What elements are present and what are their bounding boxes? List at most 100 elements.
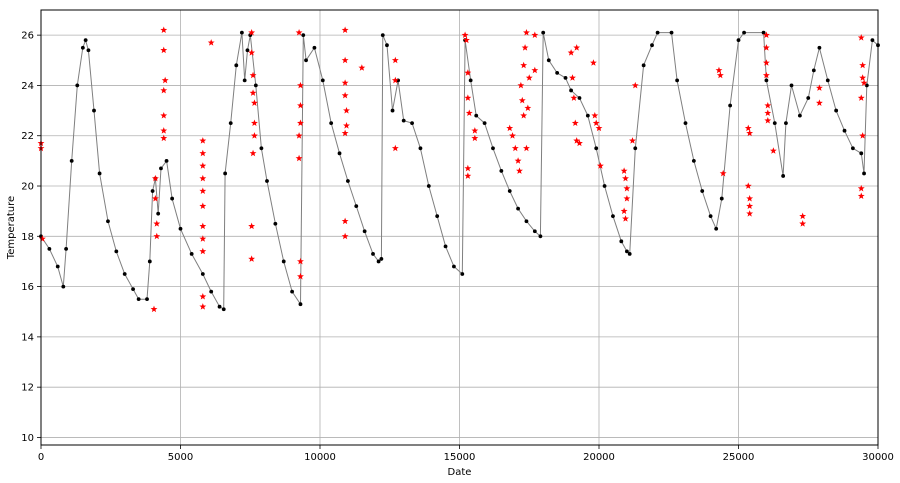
- trace-point: [742, 30, 746, 35]
- trace-point: [379, 257, 384, 261]
- outlier-point: [295, 132, 303, 139]
- trace-point: [797, 113, 802, 118]
- trace-point: [114, 249, 119, 254]
- y-tick-label: 16: [21, 282, 34, 293]
- outlier-point: [762, 71, 770, 79]
- outlier-point: [523, 29, 530, 36]
- trace-point: [64, 246, 69, 251]
- trace-point: [61, 284, 66, 289]
- outlier-point: [341, 232, 349, 240]
- outlier-point: [461, 31, 469, 39]
- outlier-point: [391, 56, 399, 64]
- trace-point: [150, 189, 155, 193]
- trace-point: [602, 184, 607, 188]
- outlier-point: [518, 96, 526, 104]
- y-tick-label: 24: [21, 81, 34, 92]
- outlier-point: [153, 220, 161, 227]
- outlier-point: [509, 132, 516, 139]
- outlier-point: [631, 81, 639, 89]
- trace-point: [708, 214, 713, 219]
- outlier-point: [716, 71, 724, 79]
- outlier-point: [744, 124, 752, 132]
- trace-point: [817, 45, 822, 50]
- trace-point: [376, 259, 381, 264]
- trace-point: [781, 174, 786, 178]
- outlier-point: [523, 144, 530, 152]
- outlier-point: [199, 222, 207, 230]
- trace-point: [538, 234, 543, 239]
- outlier-point: [463, 36, 470, 44]
- trace-point: [401, 118, 406, 123]
- outlier-point: [629, 137, 636, 144]
- outlier-point: [622, 215, 629, 222]
- outlier-point: [249, 89, 257, 96]
- outlier-point: [857, 34, 865, 41]
- outlier-point: [160, 134, 168, 142]
- trace-point: [675, 78, 680, 83]
- trace-point: [700, 189, 705, 193]
- outlier-point: [464, 94, 472, 101]
- outlier-point: [160, 46, 168, 54]
- outlier-point: [358, 64, 366, 71]
- trace-point: [418, 146, 423, 151]
- outlier-point: [524, 104, 532, 111]
- outlier-point: [506, 124, 514, 132]
- outlier-point: [295, 154, 303, 162]
- outlier-point: [341, 217, 349, 225]
- trace-point: [164, 158, 169, 163]
- outlier-point: [715, 66, 723, 74]
- trace-point: [131, 287, 135, 292]
- trace-point: [301, 33, 306, 38]
- outlier-point: [595, 124, 603, 132]
- outlier-point: [199, 202, 207, 210]
- trace-point: [825, 78, 830, 83]
- outlier-point: [525, 74, 533, 81]
- outlier-point: [573, 44, 581, 51]
- trace-point: [253, 83, 258, 88]
- outlier-point: [520, 61, 528, 69]
- trace-point: [385, 43, 389, 48]
- trace-point: [619, 239, 624, 244]
- trace-point: [290, 289, 294, 294]
- trace-point: [789, 83, 794, 88]
- outlier-point: [764, 117, 772, 124]
- outlier-point: [199, 149, 207, 157]
- outlier-point: [391, 144, 399, 152]
- trace-point: [259, 146, 264, 151]
- outlier-point: [859, 132, 867, 139]
- outlier-point: [248, 222, 256, 230]
- trace-point: [106, 219, 110, 224]
- trace-point: [242, 78, 247, 83]
- trace-point: [862, 171, 866, 176]
- trace-point: [864, 83, 869, 88]
- trace-point: [80, 45, 85, 50]
- trace-point: [669, 30, 674, 35]
- trace-point: [541, 30, 546, 35]
- trace-point: [147, 259, 152, 264]
- trace-point: [806, 96, 811, 100]
- trace-point: [728, 103, 733, 108]
- outlier-point: [199, 247, 207, 255]
- trace-point: [655, 30, 660, 35]
- outlier-point: [762, 59, 770, 66]
- trace-point: [312, 45, 317, 50]
- trace-point: [239, 30, 244, 35]
- x-tick-label: 30000: [862, 452, 894, 463]
- trace-point: [859, 151, 864, 156]
- trace-point: [850, 146, 855, 151]
- trace-point: [320, 78, 325, 83]
- y-tick-label: 12: [21, 383, 34, 394]
- outlier-point: [520, 112, 528, 119]
- outlier-point: [860, 79, 868, 86]
- trace-point: [683, 121, 688, 126]
- trace-point: [410, 121, 414, 126]
- trace-point: [691, 158, 696, 163]
- outlier-point: [815, 84, 823, 91]
- trace-point: [491, 146, 495, 151]
- outlier-point: [251, 99, 258, 106]
- outlier-point: [719, 169, 727, 177]
- trace-point: [75, 83, 80, 88]
- outlier-point: [762, 31, 770, 39]
- trace-point: [122, 272, 127, 276]
